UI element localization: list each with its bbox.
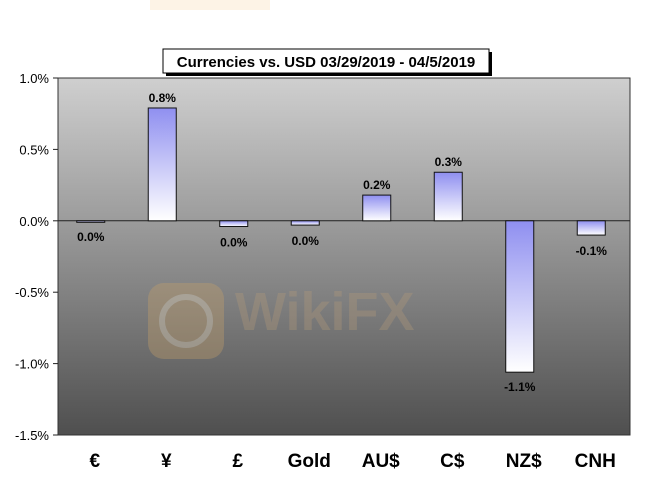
bars <box>76 107 606 373</box>
category-label: £ <box>232 451 243 472</box>
category-label: Gold <box>288 451 331 472</box>
plot-area <box>57 77 631 436</box>
data-label: 0.8% <box>149 91 177 105</box>
data-label: 0.0% <box>220 236 248 250</box>
bar <box>219 220 249 228</box>
watermark-logo-ring <box>159 294 213 348</box>
category-label: AU$ <box>362 451 400 472</box>
data-label: -0.1% <box>576 244 608 258</box>
data-label: 0.0% <box>77 230 105 244</box>
y-tick-label: 1.0% <box>19 71 49 86</box>
bar <box>76 220 106 223</box>
category-label: C$ <box>440 451 465 472</box>
category-label: CNH <box>575 451 616 472</box>
bar <box>147 107 177 222</box>
y-axis: 1.0% 0.5% 0.0% -0.5% -1.0% -1.5% <box>15 71 58 443</box>
y-tick-label: -0.5% <box>15 285 49 300</box>
bar <box>576 220 606 236</box>
watermark-text: WikiFX <box>235 282 415 342</box>
data-label: 0.0% <box>292 234 320 248</box>
bar <box>505 220 535 373</box>
chart-title-box: Currencies vs. USD 03/29/2019 - 04/5/201… <box>162 48 492 76</box>
bar <box>290 220 320 226</box>
y-tick-label: 0.5% <box>19 142 49 157</box>
x-axis: € ¥ £ Gold AU$ C$ NZ$ CNH <box>89 451 615 472</box>
category-label: NZ$ <box>506 451 542 472</box>
data-label: 0.2% <box>363 178 391 192</box>
y-tick-label: -1.0% <box>15 357 49 372</box>
data-labels: 0.0% 0.8% 0.0% 0.0% 0.2% 0.3% -1.1% -0.1% <box>77 91 607 394</box>
y-tick-label: -1.5% <box>15 428 49 443</box>
category-label: € <box>89 451 100 472</box>
category-label: ¥ <box>161 451 172 472</box>
top-watermark-smudge <box>150 0 270 10</box>
data-label: -1.1% <box>504 380 536 394</box>
wikifx-watermark: WikiFX <box>148 282 415 359</box>
chart-title: Currencies vs. USD 03/29/2019 - 04/5/201… <box>177 54 476 71</box>
y-tick-label: 0.0% <box>19 214 49 229</box>
bar <box>433 171 463 222</box>
title-background <box>162 48 490 74</box>
data-label: 0.3% <box>435 155 463 169</box>
bar <box>362 194 392 222</box>
watermark-logo-icon <box>148 283 224 359</box>
